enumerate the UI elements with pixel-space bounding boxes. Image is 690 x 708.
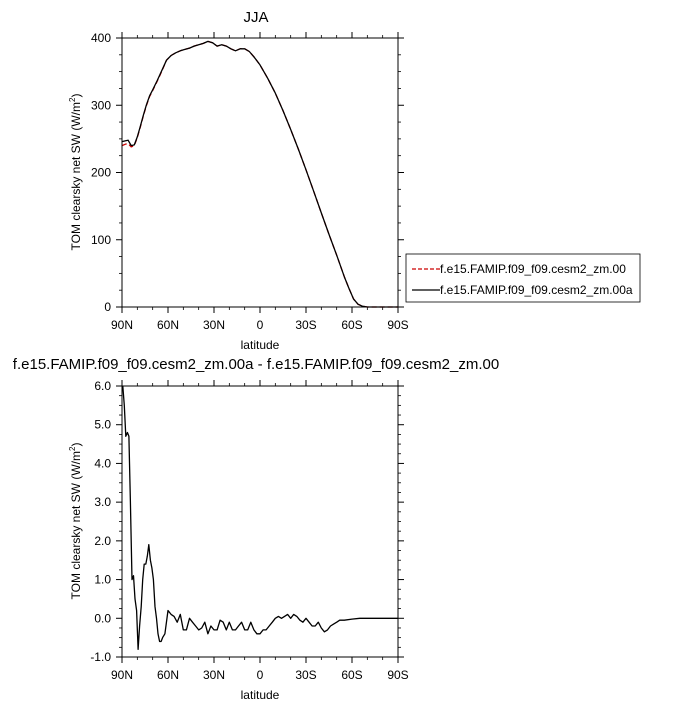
top-x-tick-label: 60N (157, 318, 179, 332)
top-y-tick-label: 300 (91, 98, 111, 112)
bottom-y-tick-label: -1.0 (90, 650, 111, 664)
bottom-y-tick-label: 6.0 (94, 379, 111, 393)
top-series-line-1 (121, 40, 398, 308)
top-x-tick-label: 30S (295, 318, 316, 332)
bottom-y-tick-label: 4.0 (94, 456, 111, 470)
bottom-y-tick-label: 2.0 (94, 534, 111, 548)
bottom-y-tick-label: 1.0 (94, 573, 111, 587)
top-y-tick-label: 400 (91, 31, 111, 45)
legend: f.e15.FAMIP.f09_f09.cesm2_zm.00 f.e15.FA… (405, 253, 641, 303)
top-x-tick-labels: 90N 60N 30N 0 30S 60S 90S (111, 318, 409, 332)
top-y-tick-labels: 0 100 200 300 400 (91, 31, 111, 314)
bottom-x-axis-label: latitude (241, 688, 280, 702)
bottom-series-line-0 (122, 385, 398, 650)
bottom-y-tick-label: 5.0 (94, 418, 111, 432)
bottom-x-tick-label: 30N (203, 668, 225, 682)
bottom-y-axis-label: TOM clearsky net SW (W/m2) (68, 443, 83, 600)
bottom-y-tick-label: 0.0 (94, 611, 111, 625)
bottom-x-tick-label: 90S (387, 668, 408, 682)
top-title: JJA (243, 9, 268, 26)
top-y-tick-label: 200 (91, 166, 111, 180)
bottom-ticks (116, 380, 404, 663)
top-panel: JJA 90N 60N 30N 0 30S 60S 90S 0 100 200 300 400 la… (68, 9, 641, 352)
bottom-y-tick-labels: -1.0 0.0 1.0 2.0 3.0 4.0 5.0 6.0 (90, 379, 111, 664)
bottom-title: f.e15.FAMIP.f09_f09.cesm2_zm.00a - f.e15… (13, 356, 499, 373)
top-series-lines (121, 40, 398, 308)
top-x-tick-label: 0 (257, 318, 264, 332)
bottom-x-tick-label: 60S (341, 668, 362, 682)
bottom-plot-frame (121, 385, 399, 658)
bottom-x-tick-label: 60N (157, 668, 179, 682)
bottom-panel: f.e15.FAMIP.f09_f09.cesm2_zm.00a - f.e15… (13, 356, 499, 702)
bottom-x-tick-label: 0 (257, 668, 264, 682)
bottom-y-tick-label: 3.0 (94, 495, 111, 509)
top-x-tick-label: 60S (341, 318, 362, 332)
bottom-series-lines (122, 385, 398, 650)
top-x-axis-label: latitude (241, 338, 280, 352)
top-y-axis-label: TOM clearsky net SW (W/m2) (68, 94, 83, 251)
top-x-tick-label: 90N (111, 318, 133, 332)
top-x-tick-label: 30N (203, 318, 225, 332)
top-ticks (116, 32, 404, 313)
top-series-line-0 (121, 40, 398, 308)
bottom-x-tick-label: 30S (295, 668, 316, 682)
bottom-x-tick-label: 90N (111, 668, 133, 682)
bottom-x-tick-labels: 90N 60N 30N 0 30S 60S 90S (111, 668, 409, 682)
top-y-tick-label: 100 (91, 233, 111, 247)
top-plot-frame (121, 37, 399, 308)
legend-label-00a: f.e15.FAMIP.f09_f09.cesm2_zm.00a (440, 283, 633, 297)
legend-box (405, 253, 641, 303)
top-x-tick-label: 90S (387, 318, 408, 332)
legend-label-00: f.e15.FAMIP.f09_f09.cesm2_zm.00 (440, 262, 626, 276)
top-y-tick-label: 0 (104, 300, 111, 314)
